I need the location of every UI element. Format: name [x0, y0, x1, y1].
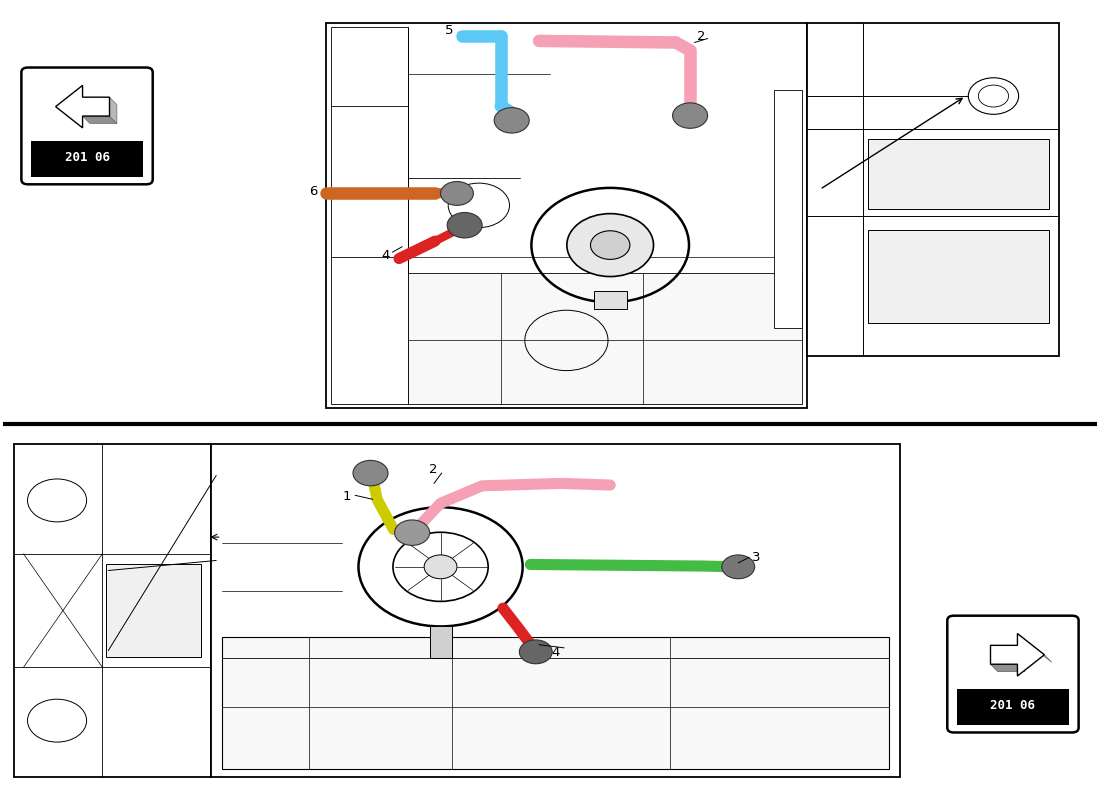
Polygon shape [56, 86, 110, 128]
Circle shape [672, 103, 707, 128]
Circle shape [447, 213, 482, 238]
Text: 4: 4 [382, 249, 390, 262]
FancyBboxPatch shape [947, 616, 1079, 733]
Text: 5: 5 [446, 24, 453, 37]
Text: 6: 6 [309, 186, 318, 198]
Text: 2: 2 [696, 30, 705, 42]
Bar [211, 444, 900, 778]
Circle shape [395, 520, 430, 546]
Bar [222, 638, 889, 770]
Circle shape [722, 555, 755, 578]
Text: 1: 1 [342, 490, 351, 503]
Text: 201 06: 201 06 [990, 698, 1035, 712]
Bar [107, 564, 201, 658]
Circle shape [425, 555, 456, 578]
Polygon shape [1018, 634, 1052, 662]
Text: a ZF parts.com: a ZF parts.com [443, 550, 591, 568]
Bar [807, 22, 1059, 356]
FancyBboxPatch shape [21, 67, 153, 184]
Text: 2: 2 [429, 463, 437, 477]
Bar [506, 309, 714, 368]
Bar [430, 626, 451, 658]
Text: 201 06: 201 06 [65, 150, 110, 163]
Text: 4: 4 [551, 646, 560, 659]
Polygon shape [990, 634, 1044, 676]
Text: a ZF parts.com: a ZF parts.com [531, 216, 679, 234]
Circle shape [519, 640, 552, 664]
Bar [594, 291, 627, 309]
Circle shape [441, 182, 473, 206]
Bar [326, 22, 807, 408]
Circle shape [591, 230, 630, 259]
Polygon shape [990, 664, 1025, 672]
Circle shape [353, 460, 388, 486]
Circle shape [494, 108, 529, 133]
Bar [31, 141, 143, 177]
Bar [331, 26, 408, 404]
Text: 3: 3 [751, 550, 760, 564]
Circle shape [566, 214, 653, 277]
Bar [868, 230, 1048, 323]
Bar [957, 689, 1069, 726]
Bar [408, 273, 802, 404]
Bar [868, 139, 1048, 210]
Bar [13, 444, 211, 778]
Polygon shape [110, 97, 117, 123]
Polygon shape [82, 116, 117, 123]
Bar [774, 90, 802, 329]
